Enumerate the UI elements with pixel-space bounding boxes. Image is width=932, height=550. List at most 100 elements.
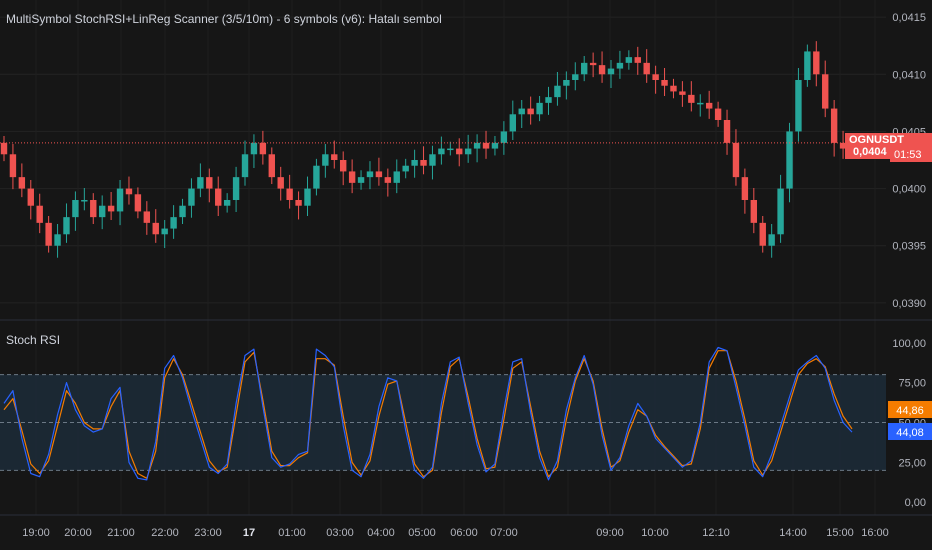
candle-body — [170, 217, 177, 229]
time-axis-tick-label: 15:00 — [826, 527, 854, 539]
candle-body — [313, 165, 320, 189]
candle-body — [206, 177, 213, 189]
time-axis-tick-label: 21:00 — [107, 527, 135, 539]
stoch-rsi-k-last-label: 44,08 — [896, 427, 924, 439]
candle-body — [598, 65, 606, 75]
time-axis-tick-label: 07:00 — [490, 527, 518, 539]
candle-body — [90, 200, 97, 218]
symbol-badge-symbol: OGNUSDT — [849, 134, 904, 146]
rsi-axis-tick-label: 75,00 — [898, 378, 926, 390]
candle-body — [384, 177, 392, 183]
candle-body — [152, 222, 159, 235]
candle-body — [268, 154, 275, 178]
candle-body — [438, 148, 445, 155]
candle-body — [589, 62, 597, 66]
candle-body — [491, 142, 499, 149]
candle-body — [340, 160, 347, 172]
candle-body — [554, 85, 561, 98]
candle-body — [625, 57, 633, 63]
candle-body — [197, 177, 204, 189]
candle-body — [322, 154, 329, 166]
stoch-rsi-d-last-label: 44,86 — [896, 405, 924, 417]
candle-body — [250, 142, 258, 155]
price-axis-tick-label: 0,0415 — [892, 12, 926, 24]
price-axis-tick-label: 0,0400 — [892, 184, 926, 196]
candle-body — [286, 188, 293, 200]
candle-body — [54, 234, 61, 246]
candle-body — [545, 97, 552, 103]
candle-body — [527, 108, 534, 115]
stoch-rsi-legend-title[interactable]: Stoch RSI — [6, 333, 61, 347]
candle-body — [714, 108, 722, 120]
candle-body — [161, 228, 168, 235]
time-axis-tick-label: 09:00 — [596, 527, 624, 539]
candle-body — [143, 211, 151, 223]
candle-body — [116, 188, 124, 212]
candle-body — [830, 108, 838, 143]
candle-body — [348, 171, 356, 183]
candle-body — [232, 177, 240, 200]
candle-body — [822, 74, 829, 109]
candle-body — [518, 108, 525, 115]
candle-body — [375, 171, 383, 178]
rsi-axis-tick-label: 0,00 — [905, 497, 926, 509]
price-axis-tick-label: 0,0410 — [892, 69, 926, 81]
candle-body — [839, 142, 847, 149]
time-axis-tick-label: 16:00 — [861, 527, 889, 539]
candle-body — [18, 177, 26, 189]
candle-body — [777, 188, 784, 235]
candle-body — [723, 120, 731, 143]
rsi-axis-tick-label: 100,00 — [892, 338, 926, 350]
candle-body — [402, 165, 409, 172]
candle-body — [366, 171, 374, 178]
candle-body — [705, 102, 713, 109]
time-axis-tick-label: 01:00 — [278, 527, 306, 539]
time-axis-tick-label: 06:00 — [450, 527, 478, 539]
candle-body — [572, 74, 579, 80]
symbol-badge-price: 0,0404 — [853, 146, 887, 158]
candle-body — [125, 188, 133, 195]
time-axis-tick-label: 14:00 — [779, 527, 807, 539]
countdown-badge: 01:53 — [890, 148, 932, 162]
candle-body — [697, 102, 704, 105]
candle-body — [616, 62, 624, 69]
time-axis-tick-label: 05:00 — [408, 527, 436, 539]
candle-body — [759, 222, 766, 246]
candle-body — [581, 62, 588, 75]
candle-body — [134, 194, 142, 212]
time-axis-tick-label: 10:00 — [641, 527, 669, 539]
candle-body — [661, 80, 668, 86]
candle-body — [81, 200, 88, 202]
candle-body — [45, 222, 52, 246]
indicator-legend-title[interactable]: MultiSymbol StochRSI+LinReg Scanner (3/5… — [6, 12, 442, 26]
countdown-text: 01:53 — [894, 149, 922, 161]
time-axis-tick-label: 12:10 — [702, 527, 730, 539]
candle-body — [688, 94, 695, 103]
candle-body — [429, 154, 436, 166]
time-axis-tick-label: 22:00 — [151, 527, 179, 539]
candle-body — [393, 171, 400, 183]
candle-body — [420, 160, 427, 166]
candle-body — [295, 200, 302, 206]
candle-body — [9, 154, 17, 178]
candle-body — [509, 114, 516, 132]
stoch-rsi-k-line — [3, 346, 853, 481]
time-axis-tick-label: 03:00 — [326, 527, 354, 539]
candle-body — [804, 51, 811, 80]
candle-body — [304, 188, 311, 206]
candle-body — [464, 148, 472, 155]
candle-body — [786, 131, 793, 189]
time-axis-tick-label: 23:00 — [194, 527, 222, 539]
candle-body — [634, 57, 641, 63]
time-axis-tick-label: 17 — [243, 527, 255, 539]
candle-body — [27, 188, 34, 206]
candle-body — [750, 200, 758, 223]
price-axis-tick-label: 0,0390 — [892, 298, 926, 310]
time-axis-tick-label: 04:00 — [367, 527, 395, 539]
candle-body — [679, 91, 686, 95]
candle-body — [357, 177, 365, 183]
rsi-axis-tick-label: 25,00 — [898, 457, 926, 469]
candle-body — [732, 142, 740, 178]
